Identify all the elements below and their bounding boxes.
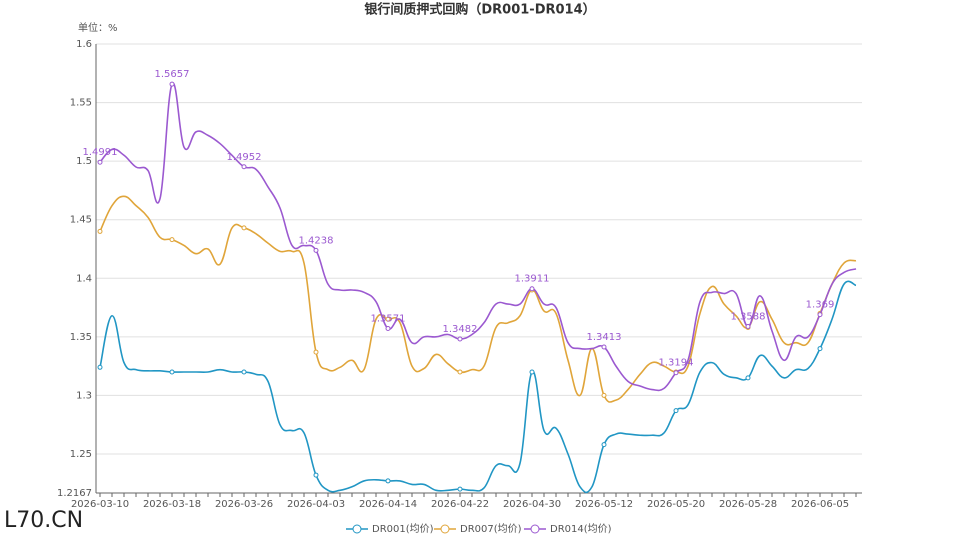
data-point (241, 164, 247, 170)
y-tick-label: 1.4 (76, 273, 92, 284)
y-axis-label: 单位：% (78, 21, 118, 34)
watermark: L70.CN (4, 508, 83, 533)
x-tick-label: 2026-04-14 (359, 499, 417, 510)
data-point (97, 364, 103, 370)
data-point (673, 370, 679, 376)
data-point (745, 324, 751, 330)
x-tick-label: 2026-05-12 (575, 499, 633, 510)
y-tick-label: 1.45 (70, 215, 92, 226)
data-point (385, 326, 391, 332)
data-label: 1.3911 (515, 274, 550, 285)
y-tick-label: 1.3 (76, 390, 92, 401)
data-label: 1.5657 (155, 69, 190, 80)
data-label: 1.3571 (371, 314, 406, 325)
y-tick-label: 1.35 (70, 332, 92, 343)
legend-item: DR014(均价) (524, 523, 612, 535)
series-line (99, 82, 857, 392)
legend-label: DR007(均价) (460, 523, 522, 535)
data-point (97, 159, 103, 165)
data-point (817, 312, 823, 318)
data-point (457, 369, 463, 375)
x-tick-label: 2026-06-05 (791, 499, 849, 510)
legend-item: DR007(均价) (434, 523, 522, 535)
data-point (457, 336, 463, 342)
data-label: 1.3194 (659, 358, 694, 369)
legend-swatch-marker (440, 524, 450, 534)
data-point (241, 225, 247, 231)
data-label: 1.4952 (227, 152, 262, 163)
data-point (601, 392, 607, 398)
data-point (745, 375, 751, 381)
data-point (313, 349, 319, 355)
data-label: 1.369 (806, 300, 835, 311)
data-label: 1.4238 (299, 235, 334, 246)
data-point (385, 478, 391, 484)
data-label: 1.3482 (443, 324, 478, 335)
x-tick-label: 2026-04-30 (503, 499, 561, 510)
data-label: 1.3588 (731, 312, 766, 323)
data-point (529, 286, 535, 292)
x-tick-label: 2026-03-10 (71, 499, 129, 510)
series-line (99, 195, 857, 403)
data-label: 1.4991 (83, 147, 118, 158)
data-point (313, 472, 319, 478)
data-point (97, 228, 103, 234)
data-point (169, 81, 175, 87)
data-point (313, 247, 319, 253)
data-point (385, 316, 391, 322)
y-tick-label: 1.6 (76, 39, 92, 50)
data-point (241, 369, 247, 375)
legend-swatch-marker (352, 524, 362, 534)
x-tick-label: 2026-03-18 (143, 499, 201, 510)
legend-label: DR014(均价) (550, 523, 612, 535)
x-tick-label: 2026-05-28 (719, 499, 777, 510)
y-tick-label: 1.55 (70, 98, 92, 109)
x-tick-label: 2026-05-20 (647, 499, 705, 510)
y-tick-label: 1.2167 (57, 488, 92, 499)
series-line (99, 280, 857, 494)
y-tick-label: 1.5 (76, 156, 92, 167)
data-label: 1.3413 (587, 332, 622, 343)
data-point (457, 486, 463, 492)
data-point (529, 369, 535, 375)
data-point (817, 346, 823, 352)
y-tick-label: 1.25 (70, 449, 92, 460)
legend-swatch-marker (530, 524, 540, 534)
data-point (601, 442, 607, 448)
x-tick-label: 2026-04-03 (287, 499, 345, 510)
data-point (673, 408, 679, 414)
chart-title: 银行间质押式回购（DR001-DR014） (364, 2, 595, 18)
data-point (601, 344, 607, 350)
x-tick-label: 2026-04-22 (431, 499, 489, 510)
data-point (169, 369, 175, 375)
legend-item: DR001(均价) (346, 523, 434, 535)
legend-label: DR001(均价) (372, 523, 434, 535)
data-point (169, 237, 175, 243)
x-tick-label: 2026-03-26 (215, 499, 273, 510)
